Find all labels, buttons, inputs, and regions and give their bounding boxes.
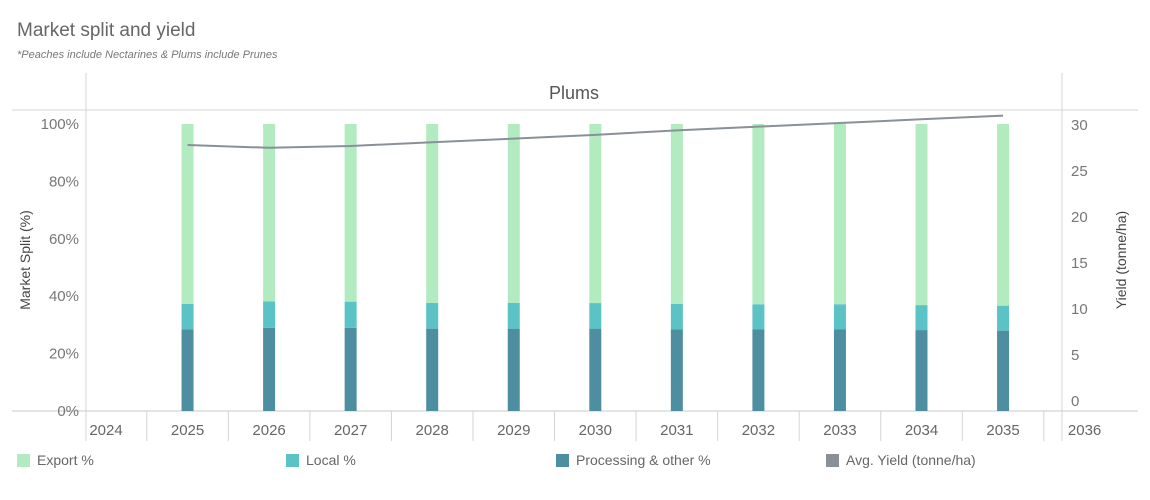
y-left-tick-60: 60% — [49, 231, 79, 248]
bar-export-2028 — [426, 124, 439, 303]
y-right-tick-30: 30 — [1071, 117, 1088, 134]
bar-local-2028 — [426, 302, 439, 329]
y-right-tick-5: 5 — [1071, 347, 1079, 364]
x-tick-label-2035: 2035 — [986, 422, 1019, 439]
bar-export-2033 — [833, 124, 846, 305]
bar-export-2029 — [507, 124, 520, 303]
x-tick-label-2032: 2032 — [742, 422, 775, 439]
x-tick-label-2026: 2026 — [252, 422, 285, 439]
bar-processing-other-2034 — [915, 330, 928, 411]
bar-export-2032 — [752, 124, 765, 305]
bar-export-2026 — [263, 124, 276, 302]
bar-local-2026 — [263, 301, 276, 328]
bar-processing-other-2029 — [507, 328, 520, 411]
legend-label-processing: Processing & other % — [576, 452, 711, 468]
chart-title: Market split and yield — [17, 20, 196, 41]
legend-swatch-export — [17, 453, 30, 467]
y-axis-right-label: Yield (tonne/ha) — [1113, 211, 1129, 309]
x-tick-label-2027: 2027 — [334, 422, 367, 439]
legend-label-yield: Avg. Yield (tonne/ha) — [846, 452, 976, 468]
y-left-tick-100: 100% — [41, 116, 79, 133]
bar-export-2025 — [181, 124, 194, 304]
y-right-tick-20: 20 — [1071, 209, 1088, 226]
y-left-tick-0: 0% — [57, 403, 79, 420]
y-right-tick-25: 25 — [1071, 163, 1088, 180]
bar-processing-other-2025 — [181, 329, 194, 411]
bar-local-2030 — [589, 303, 602, 329]
x-tick-label-2024: 2024 — [89, 422, 122, 439]
bar-processing-other-2026 — [263, 327, 276, 411]
bar-local-2029 — [507, 302, 520, 329]
y-left-tick-40: 40% — [49, 288, 79, 305]
legend-item-local: Local % — [286, 452, 356, 468]
bar-export-2031 — [670, 124, 683, 304]
y-right-tick-15: 15 — [1071, 255, 1088, 272]
panel-title: Plums — [549, 83, 599, 103]
bar-export-2030 — [589, 124, 602, 304]
y-left-tick-80: 80% — [49, 173, 79, 190]
legend-label-local: Local % — [306, 452, 356, 468]
y-left-tick-20: 20% — [49, 346, 79, 363]
bar-local-2025 — [181, 303, 194, 330]
bar-processing-other-2033 — [833, 329, 846, 411]
bar-processing-other-2027 — [344, 327, 357, 411]
legend-label-export: Export % — [37, 452, 94, 468]
x-tick-label-2025: 2025 — [171, 422, 204, 439]
bar-local-2035 — [997, 305, 1010, 331]
legend: Export % Local % Processing & other % Av… — [0, 452, 1150, 474]
x-tick-label-2034: 2034 — [905, 422, 938, 439]
avg-yield-line — [187, 114, 1004, 149]
x-tick-label-2033: 2033 — [823, 422, 856, 439]
bar-export-2034 — [915, 124, 928, 306]
bar-local-2033 — [833, 304, 846, 330]
x-tick-label-2028: 2028 — [416, 422, 449, 439]
legend-swatch-yield — [826, 453, 839, 467]
legend-item-export: Export % — [17, 452, 94, 468]
legend-item-processing: Processing & other % — [556, 452, 711, 468]
bar-processing-other-2031 — [670, 329, 683, 411]
x-tick-label-2029: 2029 — [497, 422, 530, 439]
bar-processing-other-2035 — [997, 330, 1010, 411]
bar-local-2032 — [752, 304, 765, 330]
bar-local-2027 — [344, 301, 357, 328]
x-tick-label-2031: 2031 — [660, 422, 693, 439]
chart-area: Plums Market Split (%) Yield (tonne/ha) … — [12, 73, 1138, 441]
bar-export-2027 — [344, 124, 357, 302]
legend-swatch-local — [286, 453, 299, 467]
legend-swatch-processing — [556, 453, 569, 467]
y-right-tick-0: 0 — [1071, 393, 1079, 410]
y-axis-left-label: Market Split (%) — [17, 210, 33, 310]
bar-local-2034 — [915, 305, 928, 331]
x-tick-label-2030: 2030 — [579, 422, 612, 439]
bar-processing-other-2028 — [426, 328, 439, 411]
x-tick-label-2036: 2036 — [1068, 422, 1101, 439]
y-right-tick-10: 10 — [1071, 301, 1088, 318]
bar-processing-other-2032 — [752, 329, 765, 411]
bar-processing-other-2030 — [589, 328, 602, 411]
bar-export-2035 — [997, 124, 1010, 306]
legend-item-yield: Avg. Yield (tonne/ha) — [826, 452, 976, 468]
bar-local-2031 — [670, 303, 683, 330]
chart-subtitle: *Peaches include Nectarines & Plums incl… — [17, 49, 278, 61]
